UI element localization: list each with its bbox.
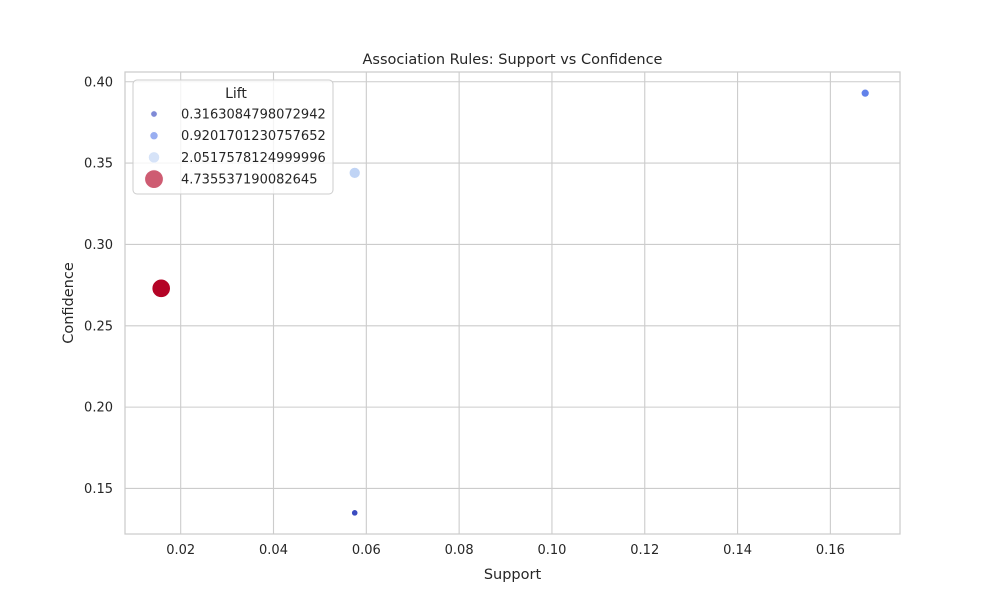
legend-entries: 0.3163084798072942 0.9201701230757652 2.05…	[144, 108, 326, 189]
x-tick-label: 0.02	[166, 543, 195, 558]
legend-title: Lift	[225, 86, 247, 102]
legend-marker	[149, 131, 159, 141]
legend-label: 0.9201701230757652	[181, 129, 326, 144]
x-tick-labels: 0.02 0.04 0.06 0.08 0.10 0.12 0.14 0.16	[166, 543, 845, 558]
y-tick-label: 0.20	[84, 401, 113, 416]
legend-box	[132, 79, 334, 195]
data-point	[351, 509, 359, 517]
legend-marker	[144, 169, 164, 189]
legend-label: 4.735537190082645	[181, 173, 317, 188]
x-tick-label: 0.06	[352, 543, 381, 558]
legend-label: 0.3163084798072942	[181, 108, 326, 123]
legend-label: 2.0517578124999996	[181, 151, 326, 166]
x-tick-label: 0.08	[445, 543, 474, 558]
y-tick-label: 0.15	[84, 482, 113, 497]
y-tick-labels: 0.15 0.20 0.25 0.30 0.35 0.40	[84, 75, 113, 497]
data-points	[151, 88, 870, 517]
x-tick-label: 0.12	[630, 543, 659, 558]
x-tick-label: 0.04	[259, 543, 288, 558]
x-tick-label: 0.10	[537, 543, 566, 558]
y-tick-label: 0.40	[84, 75, 113, 90]
x-axis-label: Support	[484, 567, 542, 583]
y-tick-label: 0.35	[84, 157, 113, 172]
legend: Lift 0.3163084798072942 0.920170123075765…	[132, 79, 334, 195]
data-point	[151, 278, 171, 298]
data-point	[348, 166, 361, 179]
plot-frame	[124, 71, 901, 535]
grid-lines	[125, 72, 900, 534]
chart-title: Association Rules: Support vs Confidence	[363, 52, 663, 68]
x-tick-label: 0.14	[723, 543, 752, 558]
y-tick-label: 0.25	[84, 319, 113, 334]
y-axis-label: Confidence	[61, 262, 77, 344]
legend-marker	[150, 110, 158, 118]
data-point	[860, 88, 870, 98]
y-tick-label: 0.30	[84, 238, 113, 253]
legend-marker	[148, 151, 160, 164]
x-tick-label: 0.16	[816, 543, 845, 558]
